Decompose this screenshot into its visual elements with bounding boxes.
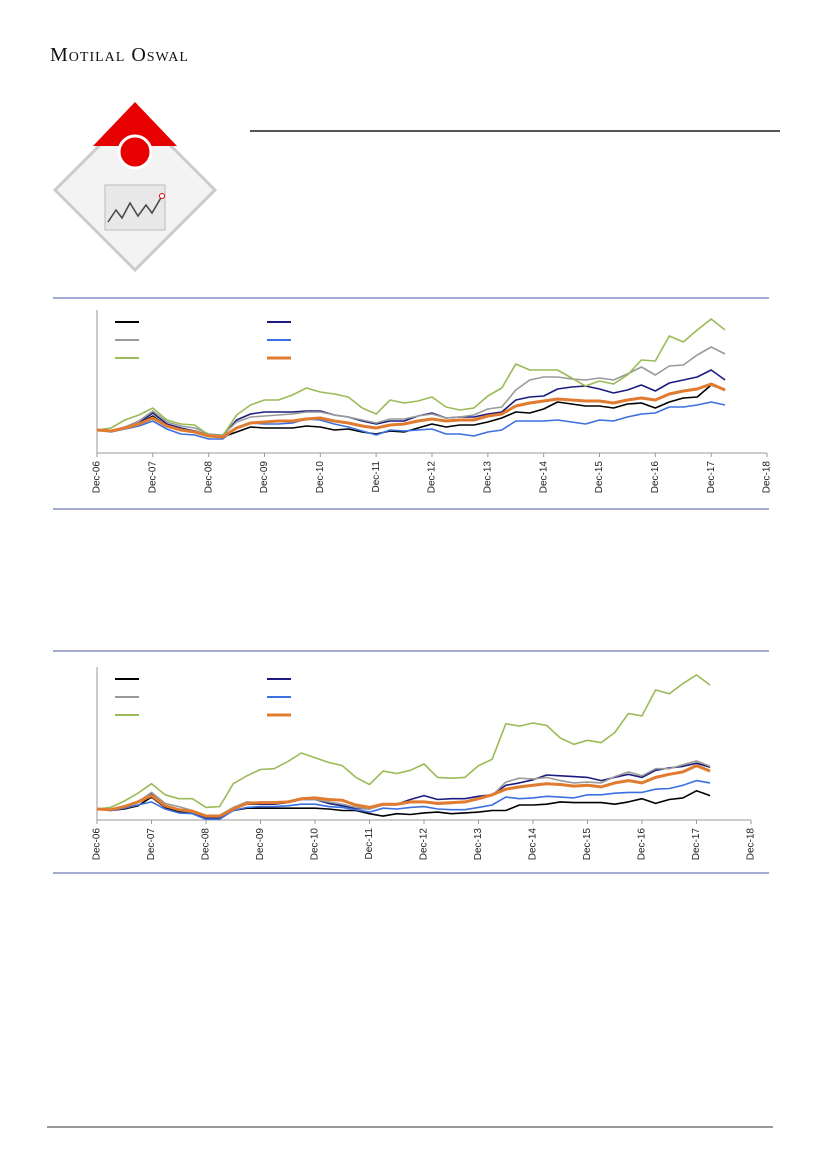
series-line: [96, 779, 711, 821]
x-tick-label: Dec-11: [364, 828, 375, 860]
x-tick-label: Dec-12: [427, 461, 438, 494]
series-line: [96, 401, 726, 440]
x-tick-label: Dec-10: [310, 828, 321, 861]
x-tick-label: Dec-13: [482, 461, 493, 494]
x-tick-label: Dec-14: [528, 828, 539, 861]
x-tick-label: Dec-10: [315, 461, 326, 494]
x-tick-label: Dec-15: [582, 828, 593, 861]
chart-frame: [53, 297, 769, 874]
series-line: [96, 674, 711, 810]
x-tick-label: Dec-16: [650, 461, 661, 494]
logo: Motilal Oswal: [50, 44, 189, 66]
x-tick-label: Dec-14: [538, 461, 549, 494]
x-tick-label: Dec-09: [255, 828, 266, 861]
icon: [52, 102, 218, 273]
x-tick-label: Dec-08: [203, 461, 214, 494]
series-line: [96, 384, 726, 438]
x-tick-label: Dec-11: [371, 461, 382, 493]
x-tick-label: Dec-12: [419, 828, 430, 861]
x-tick-label: Dec-13: [473, 828, 484, 861]
x-tick-label: Dec-17: [706, 461, 717, 494]
x-tick-label: Dec-07: [147, 461, 158, 494]
x-tick-label: Dec-07: [146, 828, 157, 861]
x-tick-label: Dec-06: [92, 461, 103, 494]
series-line: [96, 760, 711, 817]
x-tick-label: Dec-18: [746, 828, 757, 861]
x-tick-label: Dec-09: [259, 461, 270, 494]
x-tick-label: Dec-06: [92, 828, 103, 861]
x-tick-label: Dec-08: [201, 828, 212, 861]
x-tick-label: Dec-15: [594, 461, 605, 494]
series-line: [96, 318, 726, 437]
series-line: [96, 346, 726, 436]
x-tick-label: Dec-16: [637, 828, 648, 861]
series-line: [96, 764, 711, 818]
x-tick-label: Dec-17: [691, 828, 702, 861]
x-tick-label: Dec-18: [762, 461, 773, 494]
series-line: [96, 382, 726, 439]
